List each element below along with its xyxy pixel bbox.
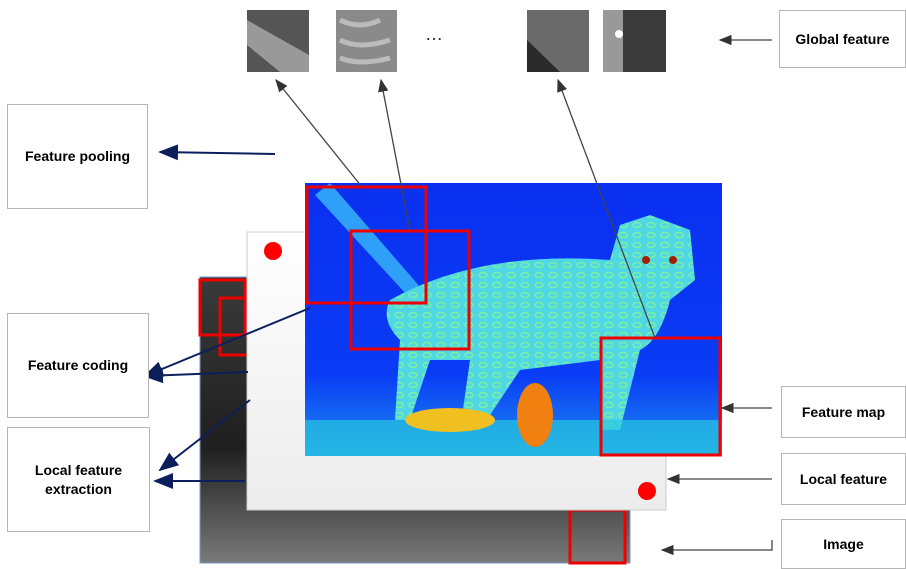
feature-map xyxy=(305,183,722,457)
image-label: Image xyxy=(781,519,906,569)
global-feature-label: Global feature xyxy=(779,10,906,68)
local-feature-label: Local feature xyxy=(781,453,906,505)
stage-arrows xyxy=(143,144,311,489)
feature-coding-label: Feature coding xyxy=(7,313,149,418)
connectors xyxy=(275,34,773,556)
local-feature-extraction-label: Local feature extraction xyxy=(7,427,150,532)
feature-pooling-label: Feature pooling xyxy=(7,104,148,209)
ellipsis: … xyxy=(425,24,443,44)
global-thumbnails xyxy=(247,10,666,72)
feature-map-label: Feature map xyxy=(781,386,906,438)
